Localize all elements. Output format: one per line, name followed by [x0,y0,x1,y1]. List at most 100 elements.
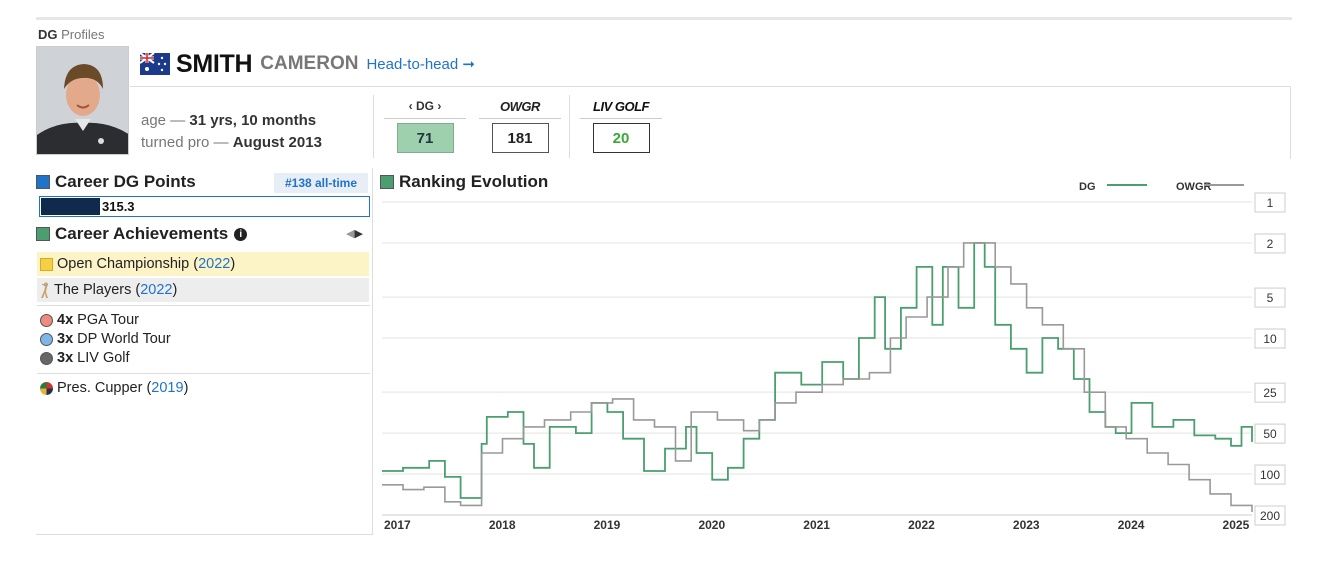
divider [37,305,370,306]
career-points-bar: 315.3 [39,196,370,217]
career-points-fill [41,198,100,215]
liv-golf-dot-icon [40,351,53,365]
x-tick-label: 2021 [803,518,830,532]
globe-icon [40,381,53,395]
dp-world-tour-dot-icon [40,332,53,346]
page-breadcrumb: DG Profiles [38,27,104,42]
team-event-row[interactable]: Pres. Cupper (2019) [40,380,188,396]
major-win-row[interactable]: Open Championship (2022) [37,252,369,276]
player-photo [36,46,129,155]
blue-square-icon [36,175,50,189]
y-tick-label: 50 [1263,427,1277,441]
divider [373,95,374,158]
y-tick-label: 1 [1267,196,1274,210]
y-tick-box [1254,192,1286,213]
liv-rank-value[interactable]: 20 [592,123,650,153]
career-points-title: Career DG Points [36,172,196,192]
x-tick-label: 2023 [1013,518,1040,532]
tour-name: PGA Tour [77,312,139,328]
x-tick-label: 2020 [698,518,725,532]
y-tick-box [1254,464,1286,485]
dg-rank-col: ‹ DG › 71 [380,96,470,153]
top-divider [36,17,1292,20]
major-year-link[interactable]: 2022 [140,282,173,298]
brand-label: DG [38,27,58,42]
dg-series-line [382,242,1253,499]
tour-wins-row: 4x PGA Tour [40,312,139,328]
profile-info-box [130,86,1291,159]
australia-flag-icon [140,53,170,75]
section-label: Profiles [61,27,105,42]
age-label: age — [141,112,186,129]
pga-tour-dot-icon [40,313,53,327]
achievements-title: Career Achievements i [36,224,248,244]
player-bio: age — 31 yrs, 10 months turned pro — Aug… [141,110,322,154]
y-tick-label: 5 [1267,291,1274,305]
tour-wins-row: 3x LIV Golf [40,350,130,366]
x-tick-label: 2017 [384,518,411,532]
player-name-row: SMITH CAMERON Head-to-head ➞ [140,48,475,80]
y-tick-label: 2 [1267,237,1274,251]
major-event-name: The Players [54,282,132,298]
y-tick-label: 10 [1263,332,1277,346]
ranking-evolution-title: Ranking Evolution [380,172,548,192]
major-year-link[interactable]: 2022 [198,256,231,272]
y-tick-box [1254,287,1286,308]
divider [569,95,570,158]
info-icon[interactable]: i [234,227,248,241]
team-event-name: Pres. Cupper [57,380,143,396]
y-tick-label: 100 [1260,468,1280,482]
divider [37,373,370,374]
age-value: 31 yrs, 10 months [189,112,317,129]
y-tick-box [1254,423,1286,444]
y-tick-label: 200 [1260,509,1280,523]
major-win-row[interactable]: The Players (2022) [37,278,369,302]
y-tick-label: 25 [1263,386,1277,400]
turned-pro-label: turned pro — [141,134,229,151]
head-to-head-link[interactable]: Head-to-head ➞ [366,56,475,73]
x-tick-label: 2019 [594,518,621,532]
all-time-rank-badge[interactable]: #138 all-time [274,173,368,193]
golfer-icon [40,282,50,298]
player-first-name: CAMERON [260,53,359,74]
y-tick-box [1254,328,1286,349]
achievements-title-text: Career Achievements [55,224,229,243]
tour-win-count: 3x [57,350,74,366]
tour-wins-row: 3x DP World Tour [40,331,171,347]
turned-pro-row: turned pro — August 2013 [141,132,322,154]
turned-pro-value: August 2013 [232,134,322,151]
prev-next-arrows-icon[interactable]: ◀ ▶ [346,228,363,240]
legend-label: DG [1079,181,1096,193]
divider [479,118,561,119]
dg-rank-value[interactable]: 71 [396,123,454,153]
x-tick-label: 2022 [908,518,935,532]
player-last-name: SMITH [176,49,253,78]
left-panel [36,168,373,535]
tour-name: DP World Tour [77,331,171,347]
liv-rank-col: LIV GOLF 20 [576,96,666,153]
major-event-name: Open Championship [57,256,190,272]
legend-label: OWGR [1176,181,1211,193]
green-square-icon [380,175,394,189]
x-tick-label: 2018 [489,518,516,532]
y-tick-box [1254,233,1286,254]
career-points-title-text: Career DG Points [55,172,196,191]
tour-name: LIV Golf [77,350,130,366]
tour-win-count: 3x [57,331,74,347]
x-tick-label: 2025 [1223,518,1250,532]
tour-win-count: 4x [57,312,74,328]
owgr-rank-value[interactable]: 181 [491,123,549,153]
chart-title-text: Ranking Evolution [399,172,549,191]
y-tick-box [1254,382,1286,403]
age-row: age — 31 yrs, 10 months [141,110,322,132]
dg-logo: ‹ DG › [408,99,442,113]
green-square-icon [36,227,50,241]
team-year-link[interactable]: 2019 [151,380,184,396]
owgr-logo: OWGR [500,98,540,114]
x-tick-label: 2024 [1118,518,1145,532]
yellow-square-icon [40,257,53,271]
owgr-rank-col: OWGR 181 [475,96,565,153]
y-tick-box [1254,505,1286,526]
divider [384,118,466,119]
